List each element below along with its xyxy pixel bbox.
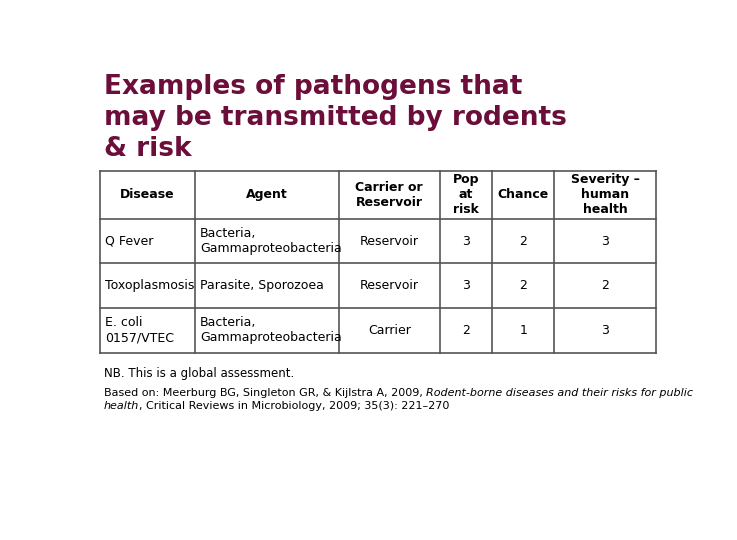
Text: Based on: Meerburg BG, Singleton GR, & Kijlstra A, 2009,: Based on: Meerburg BG, Singleton GR, & K… (104, 388, 426, 398)
Text: 2: 2 (462, 324, 470, 337)
Text: 3: 3 (601, 234, 609, 248)
Text: & risk: & risk (104, 136, 192, 161)
Text: Severity –
human
health: Severity – human health (570, 173, 640, 217)
Text: Carrier: Carrier (368, 324, 411, 337)
Text: Reservoir: Reservoir (360, 234, 419, 248)
Text: Disease: Disease (120, 188, 175, 201)
Text: 3: 3 (601, 324, 609, 337)
Text: Rodent-borne diseases and their risks for public: Rodent-borne diseases and their risks fo… (426, 388, 693, 398)
Text: Toxoplasmosis: Toxoplasmosis (105, 279, 195, 292)
Text: Bacteria,
Gammaproteobacteria: Bacteria, Gammaproteobacteria (200, 227, 342, 255)
Text: health: health (104, 401, 139, 410)
Text: 2: 2 (520, 279, 527, 292)
Text: Pop
at
risk: Pop at risk (453, 173, 479, 217)
Text: Carrier or
Reservoir: Carrier or Reservoir (355, 181, 423, 209)
Text: 2: 2 (601, 279, 609, 292)
Text: Parasite, Sporozoea: Parasite, Sporozoea (200, 279, 324, 292)
Text: , Critical Reviews in Microbiology, 2009; 35(3): 221–270: , Critical Reviews in Microbiology, 2009… (139, 401, 450, 410)
Text: 2: 2 (520, 234, 527, 248)
Text: Bacteria,
Gammaproteobacteria: Bacteria, Gammaproteobacteria (200, 316, 342, 345)
Text: 3: 3 (462, 279, 470, 292)
Text: Examples of pathogens that: Examples of pathogens that (104, 74, 522, 100)
Text: Chance: Chance (497, 188, 549, 201)
Text: Agent: Agent (245, 188, 287, 201)
Text: NB. This is a global assessment.: NB. This is a global assessment. (104, 367, 294, 380)
Text: E. coli
0157/VTEC: E. coli 0157/VTEC (105, 316, 174, 345)
Text: Q Fever: Q Fever (105, 234, 154, 248)
Text: 3: 3 (462, 234, 470, 248)
Text: Reservoir: Reservoir (360, 279, 419, 292)
Text: 1: 1 (520, 324, 527, 337)
Text: may be transmitted by rodents: may be transmitted by rodents (104, 105, 567, 131)
